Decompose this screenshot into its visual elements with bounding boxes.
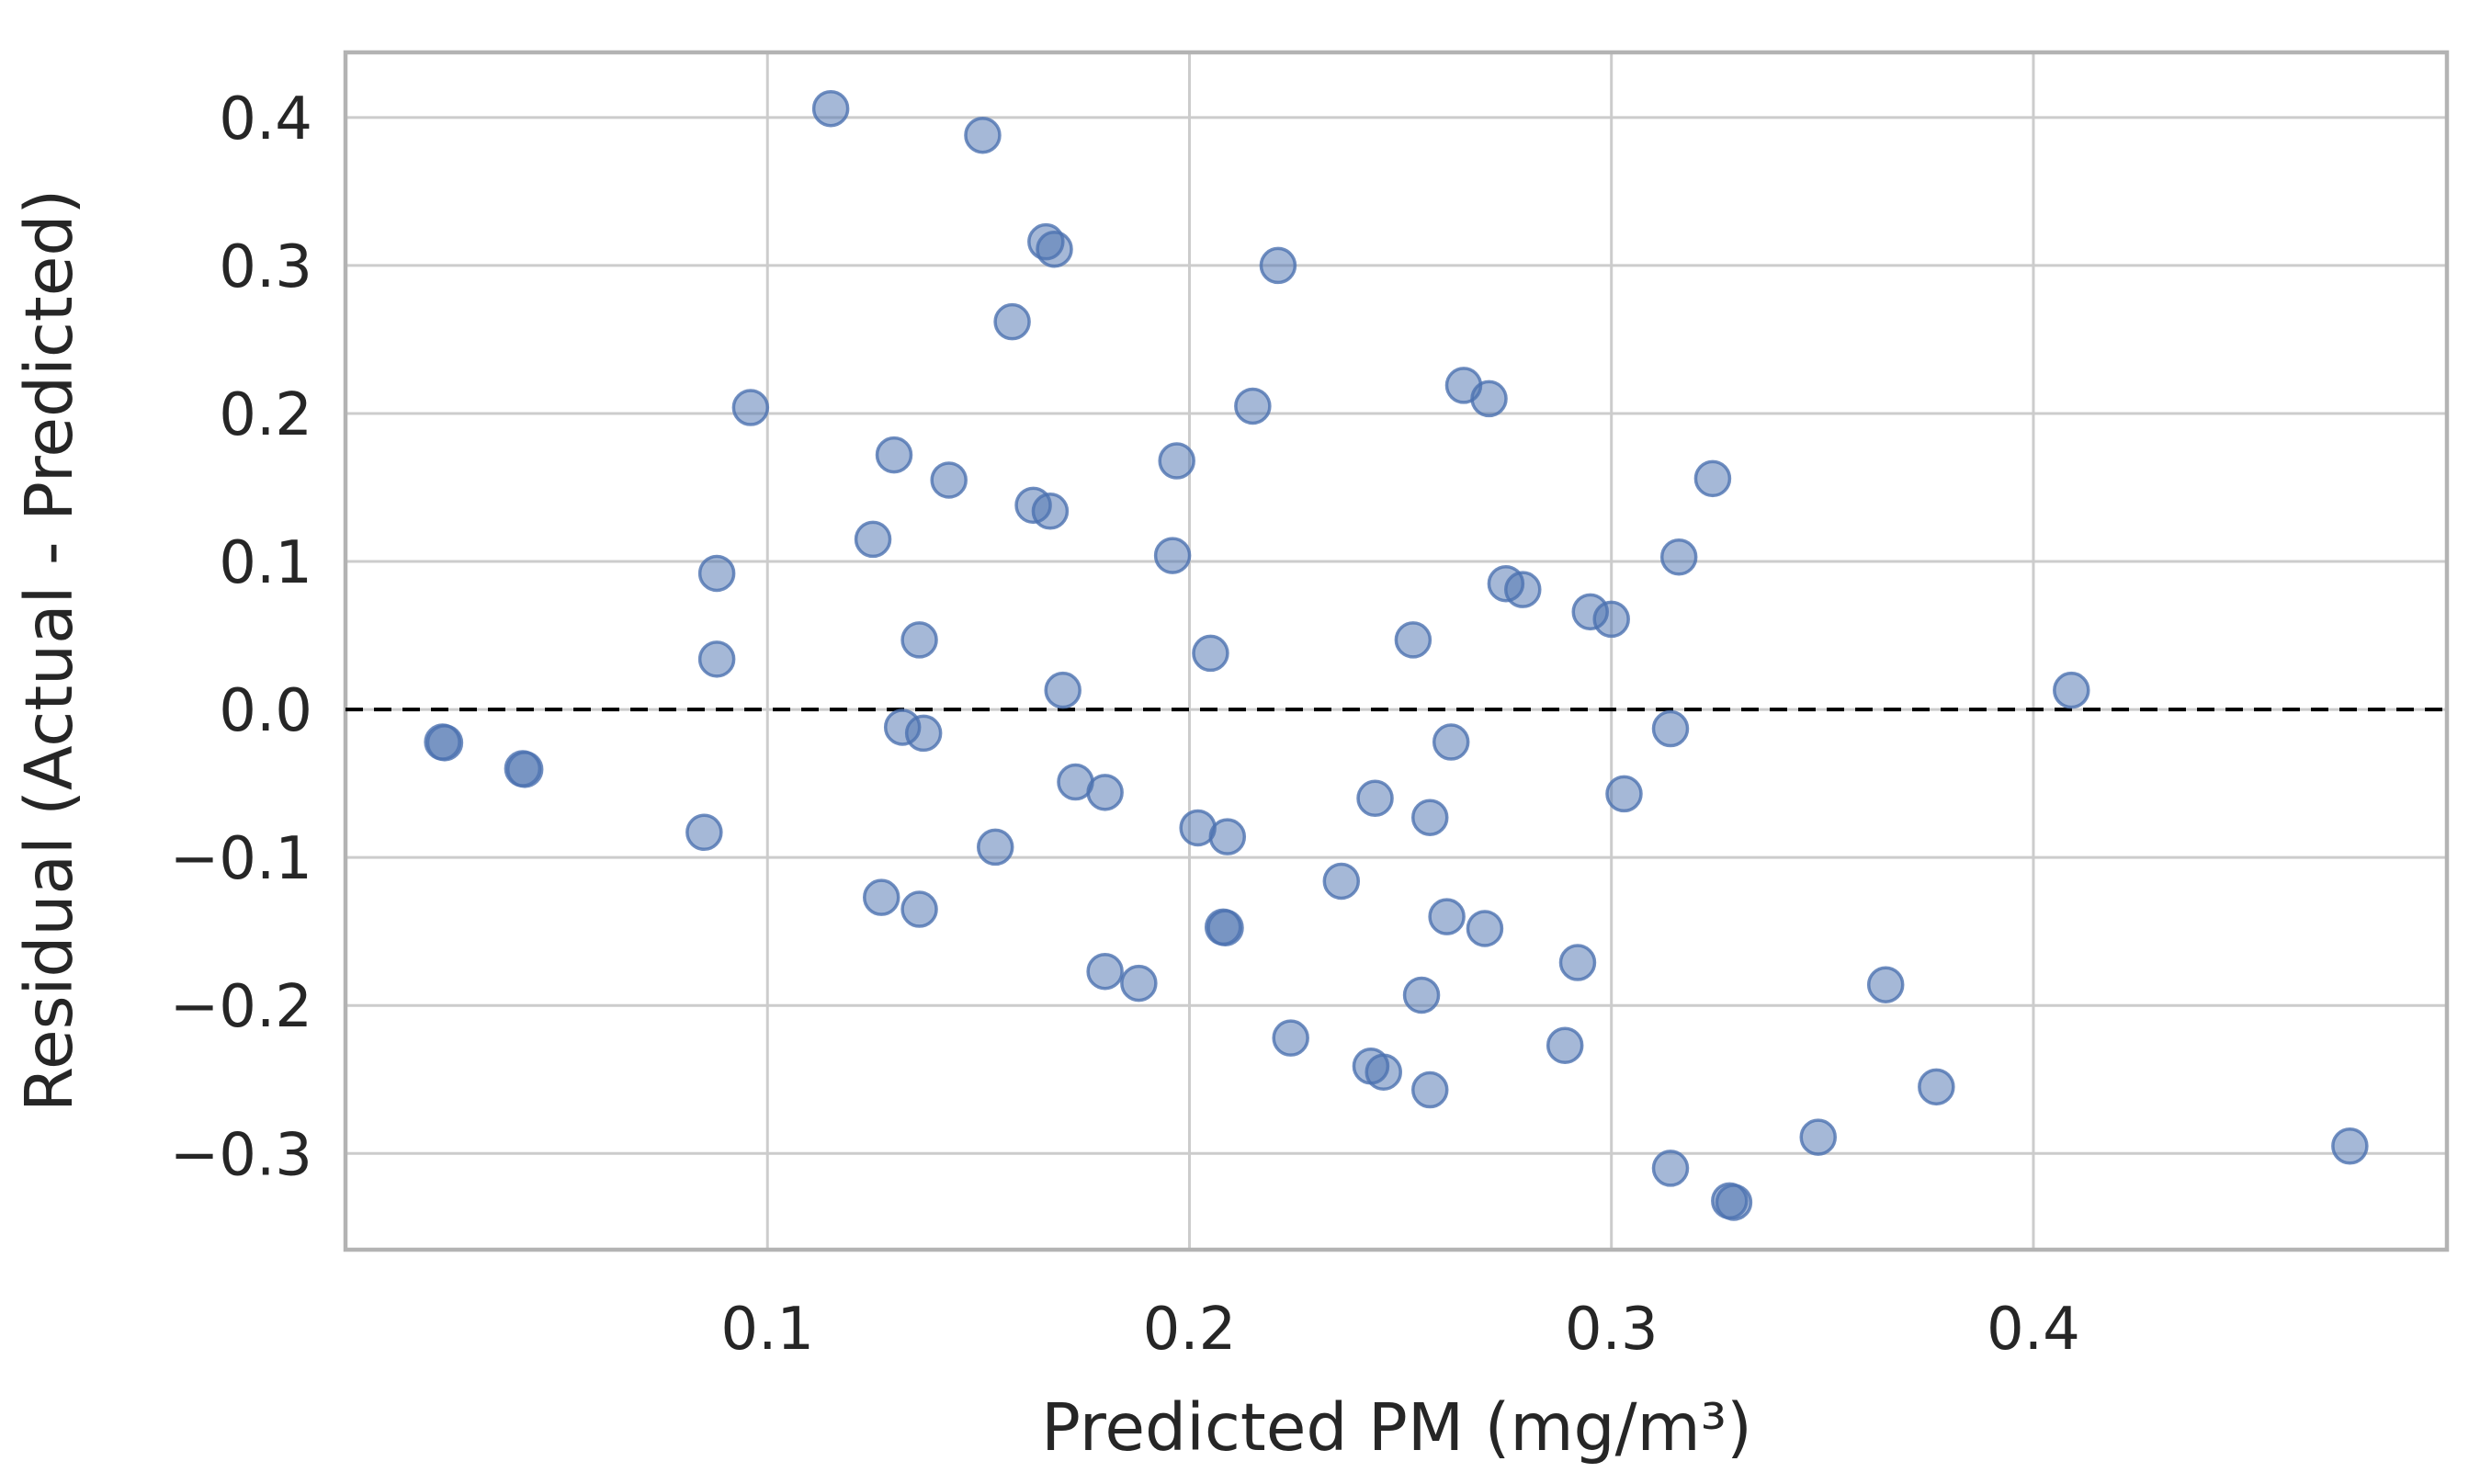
data-point bbox=[2331, 1127, 2369, 1165]
data-point bbox=[1546, 1026, 1584, 1064]
data-point bbox=[1365, 1053, 1402, 1091]
data-point bbox=[505, 751, 544, 788]
data-point bbox=[930, 461, 968, 499]
data-point bbox=[1592, 600, 1630, 639]
scatter-points-layer bbox=[424, 89, 2369, 1221]
data-point bbox=[1466, 910, 1504, 947]
data-point bbox=[1086, 774, 1124, 811]
y-tick-label: −0.2 bbox=[170, 973, 312, 1041]
data-point bbox=[1031, 493, 1070, 530]
data-point bbox=[697, 640, 736, 678]
data-point bbox=[1866, 966, 1905, 1003]
data-point bbox=[1428, 898, 1466, 935]
grid-layer bbox=[343, 50, 2450, 1252]
data-point bbox=[697, 554, 736, 593]
data-point bbox=[1086, 952, 1124, 991]
data-point bbox=[1120, 964, 1158, 1003]
data-point bbox=[1715, 1184, 1753, 1221]
y-tick-label: 0.2 bbox=[219, 381, 312, 449]
data-point bbox=[1605, 775, 1643, 813]
data-point bbox=[1693, 459, 1732, 498]
data-point bbox=[1208, 818, 1247, 855]
data-point bbox=[875, 436, 913, 474]
x-tick-label: 0.2 bbox=[1143, 1296, 1237, 1364]
data-point bbox=[1651, 1150, 1690, 1187]
plot-background bbox=[345, 52, 2447, 1250]
data-point bbox=[1918, 1068, 1955, 1106]
data-point bbox=[904, 714, 943, 753]
x-tick-label: 0.3 bbox=[1565, 1296, 1659, 1364]
data-point bbox=[811, 89, 850, 128]
y-tick-label: 0.1 bbox=[219, 529, 312, 597]
data-point bbox=[1558, 944, 1597, 981]
data-point bbox=[993, 302, 1031, 341]
data-point bbox=[1470, 379, 1508, 418]
x-tick-label: 0.4 bbox=[1987, 1296, 2080, 1364]
y-tick-label: −0.3 bbox=[170, 1121, 312, 1189]
data-point bbox=[1206, 909, 1244, 946]
data-point bbox=[685, 813, 723, 852]
data-point bbox=[1504, 571, 1542, 608]
data-point bbox=[1036, 230, 1073, 268]
data-point bbox=[1153, 537, 1192, 574]
data-point bbox=[900, 890, 938, 928]
y-tick-label: −0.1 bbox=[170, 825, 312, 893]
data-point bbox=[425, 724, 464, 762]
tick-labels-layer: 0.4 0.3 0.2 0.1 0.0 −0.1 −0.2 −0.3 0.1 0.2 0.3 0.4 bbox=[170, 85, 2080, 1364]
data-point bbox=[2053, 671, 2090, 709]
data-point bbox=[1234, 387, 1272, 425]
data-point bbox=[1394, 621, 1433, 659]
axes-border bbox=[343, 50, 2450, 1252]
data-point bbox=[976, 828, 1014, 867]
x-axis-label: Predicted PM (mg/m³) bbox=[1041, 1389, 1752, 1466]
data-point bbox=[1651, 709, 1690, 748]
data-point bbox=[900, 621, 938, 659]
data-point bbox=[1322, 862, 1361, 901]
data-point bbox=[1410, 799, 1449, 836]
data-point bbox=[1356, 779, 1394, 818]
data-point bbox=[1192, 634, 1229, 673]
data-point bbox=[1799, 1118, 1837, 1156]
data-point bbox=[1272, 1019, 1309, 1057]
data-point bbox=[1158, 442, 1195, 480]
data-point bbox=[1659, 538, 1698, 576]
y-tick-label: 0.4 bbox=[219, 85, 312, 153]
x-tick-label: 0.1 bbox=[720, 1296, 814, 1364]
data-point bbox=[854, 520, 892, 559]
data-point bbox=[731, 389, 770, 426]
data-point bbox=[1259, 246, 1297, 285]
y-axis-label: Residual (Actual - Predicted) bbox=[11, 189, 87, 1112]
data-point bbox=[1402, 976, 1441, 1014]
data-point bbox=[862, 878, 900, 916]
y-tick-label: 0.3 bbox=[219, 233, 312, 301]
data-point bbox=[1410, 1071, 1449, 1109]
data-point bbox=[1044, 671, 1081, 709]
data-point bbox=[1432, 723, 1470, 761]
y-tick-label: 0.0 bbox=[219, 677, 312, 745]
data-point bbox=[964, 116, 1002, 154]
